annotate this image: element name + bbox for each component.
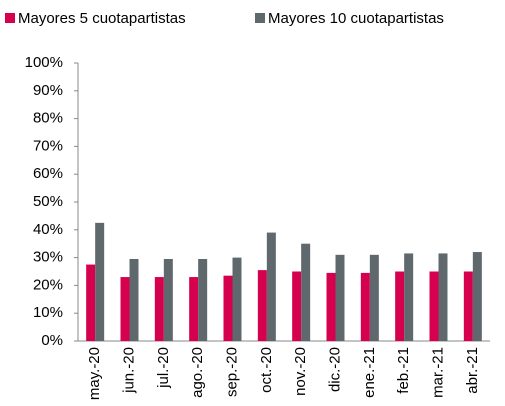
y-tick-label: 0% [41,332,63,349]
bar [429,271,439,341]
bar [404,253,414,341]
x-tick-label: sep.-20 [223,347,240,397]
legend-swatch [5,13,15,23]
y-tick-label: 70% [33,137,63,154]
x-tick-label: mar.-21 [429,347,446,398]
bar [266,232,276,341]
y-tick-label: 30% [33,249,63,266]
x-tick-label: ago.-20 [189,347,206,398]
y-tick-label: 100% [25,54,63,71]
legend-label: Mayores 5 cuotapartistas [18,10,186,27]
bar [232,257,242,341]
bar [301,243,311,341]
x-tick-label: ene.-21 [361,347,378,398]
y-tick-label: 90% [33,82,63,99]
y-tick-label: 60% [33,165,63,182]
bar [395,271,405,341]
x-tick-label: jun.-20 [120,347,137,394]
y-tick-label: 40% [33,221,63,238]
bar [86,264,96,341]
bar [223,275,233,341]
bar [463,271,473,341]
x-tick-label: dic.-20 [326,347,343,392]
bar [438,253,448,341]
x-tick-label: nov.-20 [292,347,309,396]
bar [326,272,336,341]
y-tick-label: 20% [33,276,63,293]
x-tick-label: abr.-21 [464,347,481,394]
x-tick-label: may.-20 [86,347,103,400]
bar [335,254,345,341]
bar [95,222,105,341]
bar [163,258,173,341]
bar [129,258,139,341]
legend-swatch [255,13,265,23]
bar [198,258,208,341]
bar [472,252,482,341]
x-tick-label: feb.-21 [395,347,412,394]
bar [292,271,302,341]
bar [189,277,199,341]
bar [369,254,379,341]
bar [154,277,164,341]
bar [120,277,130,341]
x-tick-label: jul.-20 [155,347,172,389]
y-tick-label: 10% [33,304,63,321]
bar [360,272,370,341]
bar [257,270,267,341]
legend-label: Mayores 10 cuotapartistas [268,10,444,27]
y-tick-label: 50% [33,193,63,210]
y-tick-label: 80% [33,110,63,127]
x-tick-label: oct.-20 [258,347,275,393]
